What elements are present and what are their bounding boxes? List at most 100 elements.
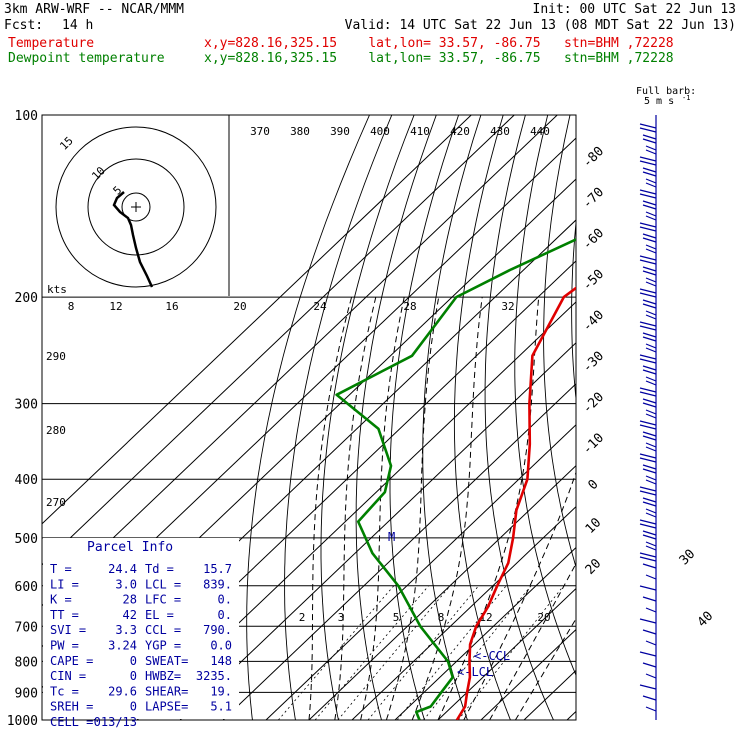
wind-barb xyxy=(645,145,657,151)
wind-barb xyxy=(642,662,657,668)
isotherm-line xyxy=(265,424,576,720)
dry-adiabat-line xyxy=(701,115,740,720)
wind-barb xyxy=(645,512,657,518)
wind-barb xyxy=(642,431,657,437)
isentrope-label: 290 xyxy=(46,350,66,363)
m-marker: M xyxy=(388,530,395,544)
mixing-ratio-label: 8 xyxy=(438,611,445,624)
wind-barb xyxy=(645,409,657,415)
isentrope-label: 280 xyxy=(46,424,66,437)
wind-barb xyxy=(642,596,657,602)
wind-barb xyxy=(642,629,657,635)
parcel-value: 3.0 xyxy=(115,577,137,591)
wind-barb xyxy=(642,200,657,206)
dry-adiabat-line xyxy=(543,115,576,569)
parcel-key: EL = xyxy=(145,608,174,622)
isotherm-label: -10 xyxy=(580,431,607,458)
parcel-key: SVI = xyxy=(50,623,86,637)
wind-barb xyxy=(639,259,657,265)
dry-adiabat-line xyxy=(599,115,726,720)
isotherm-line xyxy=(394,546,576,720)
wind-barb xyxy=(645,244,657,250)
pressure-label: 600 xyxy=(15,580,38,595)
isotherm-line xyxy=(222,383,576,720)
wind-barb xyxy=(645,277,657,283)
wind-barb xyxy=(645,413,657,419)
parcel-key: LI = xyxy=(50,577,79,591)
wind-barb xyxy=(645,211,657,217)
wind-barb xyxy=(642,299,657,305)
parcel-key: CAPE = xyxy=(50,654,93,668)
isotherm-label: 40 xyxy=(695,609,717,631)
theta-e-label: 430 xyxy=(490,125,510,138)
pressure-label: 400 xyxy=(15,473,38,488)
parcel-info-title: Parcel Info xyxy=(87,540,173,555)
wind-barb xyxy=(642,204,657,210)
barb-legend-label: Full barb: xyxy=(636,86,696,97)
wind-barb xyxy=(645,541,657,547)
wind-barb xyxy=(642,167,657,173)
isotherm-line xyxy=(523,669,576,720)
wind-barb xyxy=(642,369,657,375)
wind-barb xyxy=(639,292,657,298)
hodograph-ring-label: 5 xyxy=(111,184,125,198)
lcl-marker: <-LCL xyxy=(457,665,493,679)
moist-adiabat-line xyxy=(385,297,440,720)
isotherm-line xyxy=(179,342,576,720)
moist-adiabat-line xyxy=(514,617,576,720)
isotherm-label: 0 xyxy=(585,477,601,493)
theta-e-label: 420 xyxy=(450,125,470,138)
wind-barb xyxy=(639,519,657,525)
isotherm-line xyxy=(42,115,472,525)
wind-barb xyxy=(639,523,657,529)
wind-barb xyxy=(642,563,657,569)
wind-barb xyxy=(645,545,657,551)
isotherm-label: -20 xyxy=(580,390,607,417)
wind-barb xyxy=(639,226,657,232)
wind-barb xyxy=(642,266,657,272)
wind-barb xyxy=(639,490,657,496)
theta-e-label: 370 xyxy=(250,125,270,138)
parcel-value: 0. xyxy=(218,593,232,607)
init-time: Init: 00 UTC Sat 22 Jun 13 xyxy=(532,2,737,17)
hodograph-ring xyxy=(87,158,185,256)
pressure-label: 100 xyxy=(15,109,38,124)
wind-barb xyxy=(642,365,657,371)
hodograph-scale-label: 12 xyxy=(109,300,122,313)
parcel-value: 15.7 xyxy=(203,562,232,576)
wind-barb xyxy=(642,534,657,540)
wind-barb xyxy=(639,127,657,133)
wind-barb xyxy=(642,435,657,441)
theta-e-label: 380 xyxy=(290,125,310,138)
mixing-ratio-line xyxy=(277,585,395,720)
hodograph-scale-label: 20 xyxy=(233,300,246,313)
mixing-ratio-label: 2 xyxy=(299,611,306,624)
isotherm-label: 30 xyxy=(677,547,699,569)
parcel-key: YGP = xyxy=(145,639,181,653)
wind-barb xyxy=(642,464,657,470)
dry-adiabat-line xyxy=(320,115,415,720)
moist-adiabat-line xyxy=(463,471,576,720)
wind-barb xyxy=(645,281,657,287)
hodograph-kts-label: kts xyxy=(47,283,67,296)
wind-barb xyxy=(642,695,657,701)
isotherm-line xyxy=(308,465,576,720)
wind-barb xyxy=(645,215,657,221)
wind-barb xyxy=(645,479,657,485)
isentrope-label: 270 xyxy=(46,496,66,509)
dry-adiabat-line xyxy=(246,115,370,720)
wind-barb xyxy=(645,178,657,184)
mixing-ratio-line xyxy=(337,585,451,720)
dry-adiabat-line xyxy=(514,115,576,677)
theta-e-label: 390 xyxy=(330,125,350,138)
wind-barb xyxy=(642,336,657,342)
dry-adiabat-line xyxy=(571,218,576,403)
wind-barb xyxy=(642,468,657,474)
wind-barb xyxy=(642,171,657,177)
dry-adiabat-line xyxy=(724,115,740,720)
wind-barb xyxy=(645,380,657,386)
wind-barb xyxy=(642,497,657,503)
wind-barb xyxy=(645,673,657,679)
wind-barb xyxy=(642,134,657,140)
hodograph-ring xyxy=(121,192,151,222)
